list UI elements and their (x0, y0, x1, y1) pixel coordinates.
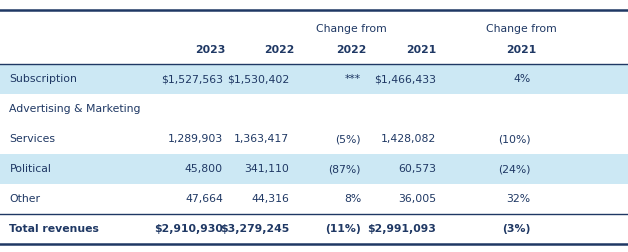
Text: Subscription: Subscription (9, 74, 77, 84)
Text: 2022: 2022 (264, 45, 295, 55)
Bar (0, 154, 628, 184)
Text: $1,530,402: $1,530,402 (227, 74, 289, 84)
Text: 1,289,903: 1,289,903 (168, 134, 223, 144)
Text: 2023: 2023 (195, 45, 225, 55)
Text: 60,573: 60,573 (398, 164, 436, 174)
Text: $1,466,433: $1,466,433 (374, 74, 436, 84)
Text: 8%: 8% (344, 194, 361, 204)
Text: 32%: 32% (507, 194, 531, 204)
Text: $1,527,563: $1,527,563 (161, 74, 223, 84)
Text: 2022: 2022 (337, 45, 367, 55)
Text: Services: Services (9, 134, 55, 144)
Text: $3,279,245: $3,279,245 (220, 225, 289, 234)
Text: 2021: 2021 (406, 45, 436, 55)
Text: (87%): (87%) (328, 164, 361, 174)
Text: Total revenues: Total revenues (9, 225, 99, 234)
Text: 2021: 2021 (506, 45, 536, 55)
Text: (24%): (24%) (498, 164, 531, 174)
Text: 45,800: 45,800 (185, 164, 223, 174)
Text: Other: Other (9, 194, 40, 204)
Text: 44,316: 44,316 (251, 194, 289, 204)
Text: 341,110: 341,110 (244, 164, 289, 174)
Text: 4%: 4% (514, 74, 531, 84)
Bar (0, 64, 628, 94)
Text: Change from: Change from (317, 24, 387, 34)
Text: 47,664: 47,664 (185, 194, 223, 204)
Text: (3%): (3%) (502, 225, 531, 234)
Text: (10%): (10%) (498, 134, 531, 144)
Text: (5%): (5%) (335, 134, 361, 144)
Text: $2,991,093: $2,991,093 (367, 225, 436, 234)
Text: ***: *** (345, 74, 361, 84)
Text: Advertising & Marketing: Advertising & Marketing (9, 104, 141, 114)
Text: $2,910,930: $2,910,930 (154, 225, 223, 234)
Text: Political: Political (9, 164, 51, 174)
Text: 1,428,082: 1,428,082 (381, 134, 436, 144)
Text: 1,363,417: 1,363,417 (234, 134, 289, 144)
Text: (11%): (11%) (325, 225, 361, 234)
Text: 36,005: 36,005 (398, 194, 436, 204)
Text: Change from: Change from (486, 24, 556, 34)
